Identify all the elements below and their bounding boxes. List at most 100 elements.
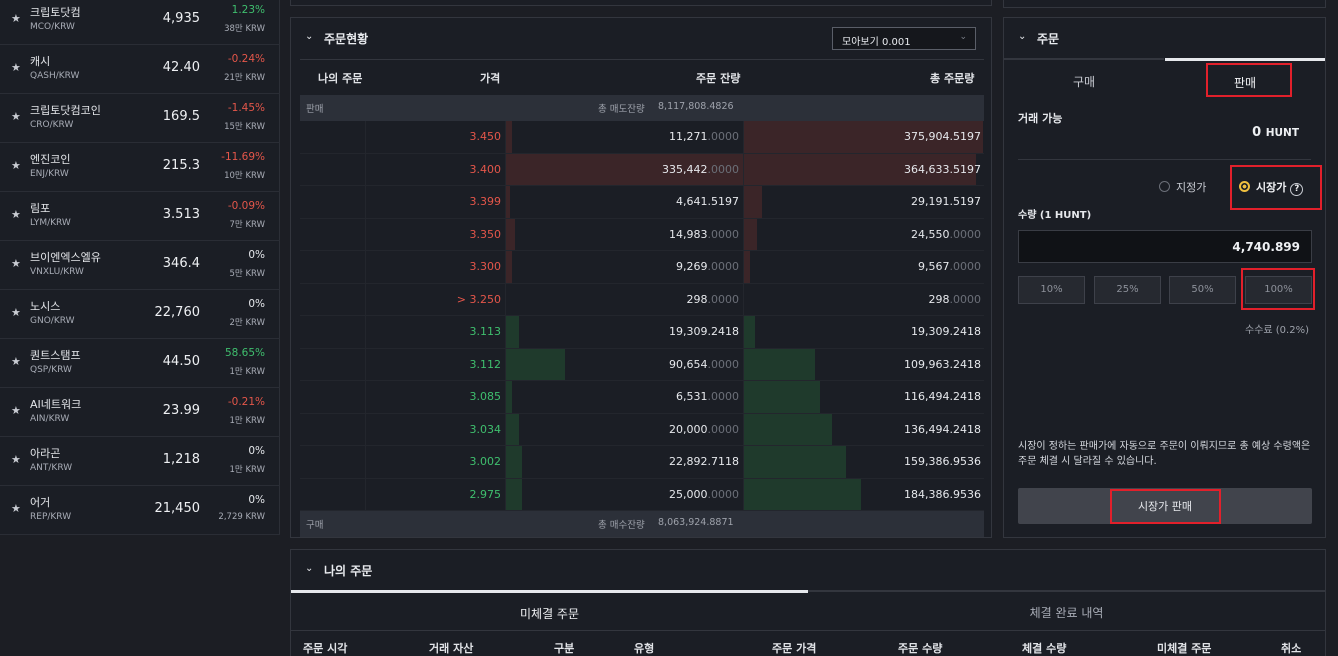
coin-row[interactable]: ★ 림포 LYM/KRW 3.513 -0.09% 7만 KRW bbox=[0, 192, 280, 241]
bid-row[interactable]: 3.113 19,309.2418 19,309.2418 bbox=[300, 316, 984, 349]
my-order-cell bbox=[300, 153, 366, 185]
order-qty: 20,000.0000 bbox=[669, 422, 739, 436]
coin-volume: 21만 KRW bbox=[224, 73, 265, 83]
radio-market-order[interactable]: 시장가? bbox=[1239, 179, 1304, 196]
tab-sell[interactable]: 판매 bbox=[1165, 58, 1325, 100]
qty-depth-bar bbox=[505, 121, 513, 153]
coin-volume: 38만 KRW bbox=[224, 24, 265, 34]
col-type: 유형 bbox=[634, 642, 655, 655]
order-panel: ⌄ 주문 구매 판매 거래 가능 0 HUNT 지정가 시장가? 수량 (1 H… bbox=[1003, 17, 1326, 538]
coin-symbol: CRO/KRW bbox=[30, 120, 74, 130]
ask-row[interactable]: 3.400 335,442.0000 364,633.5197 bbox=[300, 153, 984, 186]
chevron-down-icon[interactable]: ⌄ bbox=[1018, 31, 1027, 42]
coin-change: -1.45% bbox=[227, 102, 265, 114]
aggregation-select[interactable]: 모아보기 0.001 ⌄ bbox=[832, 27, 976, 50]
order-qty: 11,271.0000 bbox=[669, 130, 739, 143]
coin-row[interactable]: ★ 어거 REP/KRW 21,450 0% 2,729 KRW bbox=[0, 486, 280, 535]
my-orders-tabs: 미체결 주문 체결 완료 내역 bbox=[291, 590, 1325, 628]
bid-row[interactable]: 3.085 6,531.0000 116,494.2418 bbox=[300, 381, 984, 414]
ask-row[interactable]: 3.300 9,269.0000 9,567.0000 bbox=[300, 251, 984, 284]
coin-row[interactable]: ★ AI네트워크 AIN/KRW 23.99 -0.21% 1만 KRW bbox=[0, 388, 280, 437]
chevron-down-icon[interactable]: ⌄ bbox=[305, 563, 314, 574]
qty-depth-bar bbox=[505, 381, 513, 413]
bid-total-label: 총 매수잔량 bbox=[598, 520, 645, 531]
pct-25-button[interactable]: 25% bbox=[1094, 276, 1161, 304]
star-icon[interactable]: ★ bbox=[11, 110, 21, 123]
coin-name: 아라곤 bbox=[30, 447, 61, 460]
coin-name: 캐시 bbox=[30, 55, 51, 68]
col-my-order: 나의 주문 bbox=[318, 72, 363, 85]
coin-change: -0.09% bbox=[227, 200, 265, 212]
chevron-down-icon[interactable]: ⌄ bbox=[305, 31, 314, 42]
star-icon[interactable]: ★ bbox=[11, 208, 21, 221]
coin-row[interactable]: ★ 크립토닷컴코인 CRO/KRW 169.5 -1.45% 15만 KRW bbox=[0, 94, 280, 143]
bid-row[interactable]: 2.975 25,000.0000 184,386.9536 bbox=[300, 478, 984, 511]
my-order-cell bbox=[300, 283, 366, 315]
tab-completed-orders[interactable]: 체결 완료 내역 bbox=[808, 590, 1325, 628]
my-order-cell bbox=[300, 446, 366, 478]
coin-volume: 2만 KRW bbox=[229, 318, 265, 328]
coin-row[interactable]: ★ 크립토닷컴 MCO/KRW 4,935 1.23% 38만 KRW bbox=[0, 0, 280, 45]
radio-icon bbox=[1159, 181, 1170, 192]
coin-row[interactable]: ★ 아라곤 ANT/KRW 1,218 0% 1만 KRW bbox=[0, 437, 280, 486]
radio-selected-icon bbox=[1239, 181, 1250, 192]
coin-row[interactable]: ★ 캐시 QASH/KRW 42.40 -0.24% 21만 KRW bbox=[0, 45, 280, 94]
bid-total-value: 8,063,924.8871 bbox=[658, 517, 734, 528]
order-qty: 25,000.0000 bbox=[669, 487, 739, 501]
radio-limit-order[interactable]: 지정가 bbox=[1159, 179, 1206, 195]
total-depth-bar bbox=[743, 446, 847, 478]
ask-row[interactable]: 3.399 4,641.5197 29,191.5197 bbox=[300, 186, 984, 219]
pct-50-button[interactable]: 50% bbox=[1169, 276, 1236, 304]
bid-row[interactable]: 3.034 20,000.0000 136,494.2418 bbox=[300, 413, 984, 446]
order-qty: 9,269.0000 bbox=[676, 260, 739, 273]
bid-row[interactable]: 3.112 90,654.0000 109,963.2418 bbox=[300, 348, 984, 381]
my-order-cell bbox=[300, 381, 366, 413]
bid-row[interactable]: 3.002 22,892.7118 159,386.9536 bbox=[300, 446, 984, 479]
coin-row[interactable]: ★ 브이엔엑스엘유 VNXLU/KRW 346.4 0% 5만 KRW bbox=[0, 241, 280, 290]
pct-100-button[interactable]: 100% bbox=[1245, 276, 1312, 304]
tab-open-orders[interactable]: 미체결 주문 bbox=[291, 590, 808, 628]
coin-row[interactable]: ★ 퀀트스탬프 QSP/KRW 44.50 58.65% 1만 KRW bbox=[0, 339, 280, 388]
coin-volume: 7만 KRW bbox=[229, 220, 265, 230]
star-icon[interactable]: ★ bbox=[11, 12, 21, 25]
quantity-input[interactable]: 4,740.899 bbox=[1018, 230, 1312, 263]
order-total: 116,494.2418 bbox=[904, 390, 981, 403]
coin-volume: 10만 KRW bbox=[224, 171, 265, 181]
coin-name: 크립토닷컴코인 bbox=[30, 104, 101, 117]
my-order-cell bbox=[300, 121, 366, 153]
star-icon[interactable]: ★ bbox=[11, 257, 21, 270]
help-icon[interactable]: ? bbox=[1290, 183, 1304, 196]
total-depth-bar bbox=[743, 218, 758, 250]
star-icon[interactable]: ★ bbox=[11, 502, 21, 515]
coin-row[interactable]: ★ 엔진코인 ENJ/KRW 215.3 -11.69% 10만 KRW bbox=[0, 143, 280, 192]
star-icon[interactable]: ★ bbox=[11, 355, 21, 368]
my-orders-title: 나의 주문 bbox=[324, 564, 373, 578]
star-icon[interactable]: ★ bbox=[11, 453, 21, 466]
star-icon[interactable]: ★ bbox=[11, 61, 21, 74]
order-price: 3.034 bbox=[469, 422, 502, 436]
col-price: 가격 bbox=[480, 72, 501, 85]
bid-summary-band: 구매 총 매수잔량 8,063,924.8871 bbox=[300, 511, 984, 537]
qty-depth-bar bbox=[505, 251, 513, 283]
market-sell-button[interactable]: 시장가 판매 bbox=[1018, 488, 1312, 524]
coin-symbol: LYM/KRW bbox=[30, 218, 71, 228]
qty-depth-bar bbox=[505, 446, 522, 478]
star-icon[interactable]: ★ bbox=[11, 306, 21, 319]
coin-symbol: AIN/KRW bbox=[30, 414, 70, 424]
ask-row[interactable]: > 3.250 298.0000 298.0000 bbox=[300, 283, 984, 316]
star-icon[interactable]: ★ bbox=[11, 159, 21, 172]
pct-10-button[interactable]: 10% bbox=[1018, 276, 1085, 304]
star-icon[interactable]: ★ bbox=[11, 404, 21, 417]
ask-row[interactable]: 3.350 14,983.0000 24,550.0000 bbox=[300, 218, 984, 251]
tab-buy[interactable]: 구매 bbox=[1004, 58, 1164, 100]
coin-row[interactable]: ★ 노시스 GNO/KRW 22,760 0% 2만 KRW bbox=[0, 290, 280, 339]
coin-name: 노시스 bbox=[30, 300, 61, 313]
my-order-cell bbox=[300, 478, 366, 510]
ask-row[interactable]: 3.450 11,271.0000 375,904.5197 bbox=[300, 121, 984, 154]
order-total: 364,633.5197 bbox=[904, 162, 981, 176]
my-order-cell bbox=[300, 186, 366, 218]
my-orders-panel: ⌄ 나의 주문 미체결 주문 체결 완료 내역 주문 시각 거래 자산 구분 유… bbox=[290, 549, 1326, 656]
coin-name: 브이엔엑스엘유 bbox=[30, 251, 101, 264]
col-remaining-qty: 주문 잔량 bbox=[696, 72, 741, 85]
order-total: 29,191.5197 bbox=[911, 195, 981, 208]
